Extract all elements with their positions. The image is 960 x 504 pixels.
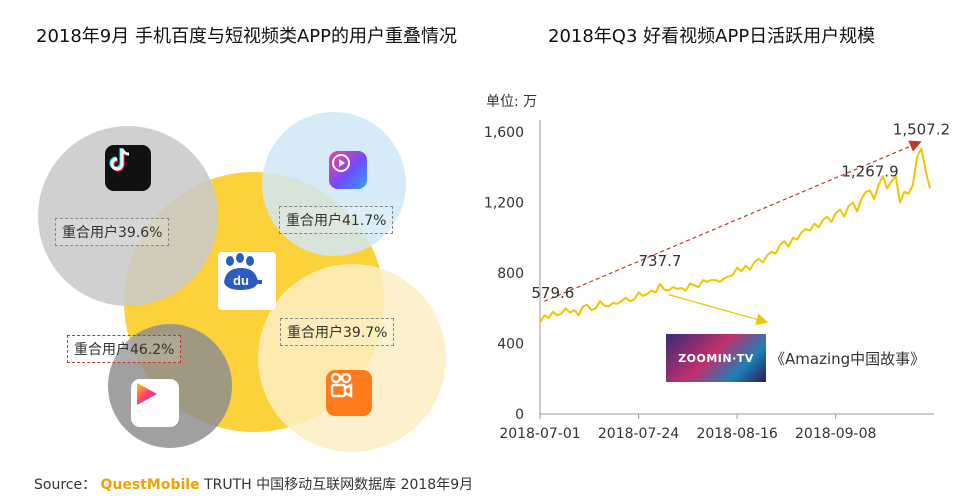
quanmin-video-icon (131, 379, 179, 427)
y-tick-label: 1,600 (484, 125, 524, 141)
tiktok-circle (38, 126, 218, 306)
x-tick-label: 2018-07-01 (499, 426, 580, 442)
source-text: TRUTH 中国移动互联网数据库 2018年9月 (204, 477, 474, 493)
kuaishou-circle (258, 264, 446, 452)
source-line: Source： QuestMobile TRUTH 中国移动互联网数据库 201… (34, 474, 473, 494)
haokan-video-icon (329, 151, 367, 189)
y-axis-label: 单位: 万 (486, 94, 537, 110)
kuaishou-icon (326, 370, 372, 416)
y-tick-label: 1,200 (484, 196, 524, 212)
source-prefix: Source： (34, 477, 97, 493)
right-chart-title: 2018年Q3 好看视频APP日活跃用户规模 (548, 26, 876, 47)
data-label: 737.7 (639, 252, 682, 270)
data-label: 579.6 (531, 284, 574, 302)
data-label: 1,267.9 (841, 163, 898, 181)
tiktok-overlap-label: 重合用户39.6% (55, 218, 170, 246)
amazing-china-annotation: 《Amazing中国故事》 (770, 350, 926, 368)
baidu-icon: du (218, 252, 276, 310)
haokan-overlap-label: 重合用户41.7% (279, 206, 394, 234)
x-tick-label: 2018-08-16 (696, 426, 777, 442)
baidu-du-text: du (233, 273, 249, 288)
amazing-china-thumbnail: ZOOMIN·TV (666, 334, 766, 382)
thumbnail-text: ZOOMIN·TV (678, 351, 754, 365)
quanmin-overlap-label: 重合用户46.2% (67, 335, 182, 363)
source-brand: QuestMobile (100, 477, 200, 493)
y-tick-label: 400 (497, 337, 524, 353)
annotation-pointer (668, 294, 769, 326)
y-tick-label: 0 (515, 407, 524, 423)
tiktok-icon (105, 145, 151, 191)
dau-series-line (539, 147, 931, 323)
left-chart-title: 2018年9月 手机百度与短视频类APP的用户重叠情况 (36, 26, 458, 47)
x-tick-label: 2018-07-24 (598, 426, 679, 442)
y-tick-label: 800 (497, 266, 524, 282)
data-label: 1,507.2 (893, 120, 950, 138)
x-tick-label: 2018-09-08 (795, 426, 876, 442)
kuaishou-overlap-label: 重合用户39.7% (280, 318, 395, 346)
trend-arrow (544, 140, 922, 302)
